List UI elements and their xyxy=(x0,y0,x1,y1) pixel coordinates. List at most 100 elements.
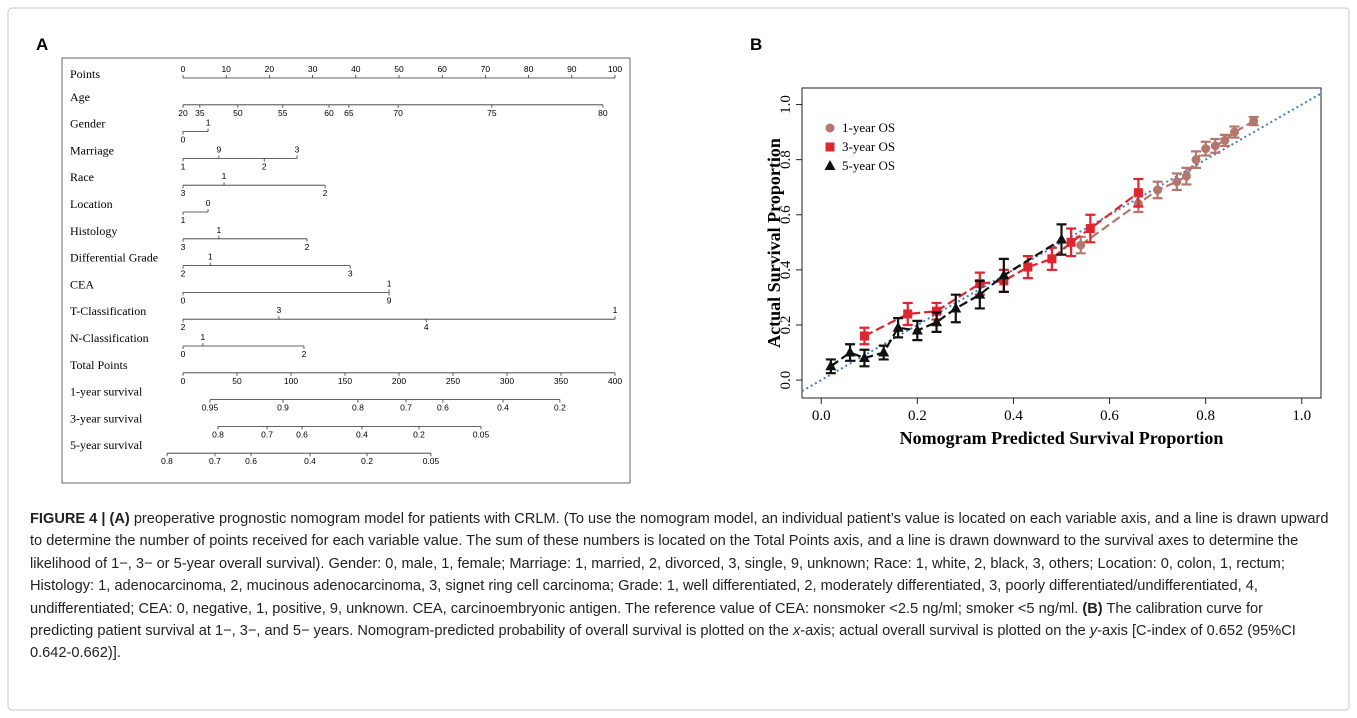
tick-label: 1 xyxy=(206,118,211,128)
tick-label: 0.8 xyxy=(212,429,224,439)
panel-label: A xyxy=(36,35,48,54)
tick-label: 90 xyxy=(567,64,577,74)
marker xyxy=(1056,233,1067,244)
tick-label: 0.05 xyxy=(423,456,440,466)
marker xyxy=(1201,144,1211,154)
marker xyxy=(858,352,870,363)
tick-label: 350 xyxy=(554,376,568,386)
legend-label: 5-year OS xyxy=(842,158,895,173)
caption-panel: (B) xyxy=(1082,600,1103,617)
y-tick-label: 1.0 xyxy=(778,95,794,114)
row-label: 5-year survival xyxy=(70,438,143,452)
tick-label: 200 xyxy=(392,376,406,386)
caption-text: -axis [C-index of 0.652 (95%CI 0.642-0.6… xyxy=(30,623,1296,662)
tick-label: 80 xyxy=(524,64,534,74)
panel-label: B xyxy=(750,35,762,54)
tick-label: 20 xyxy=(178,108,188,118)
tick-label: 0.8 xyxy=(352,403,364,413)
tick-label: 1 xyxy=(216,225,221,235)
row-label: Location xyxy=(70,197,113,211)
marker xyxy=(844,346,856,357)
tick-label: 0.2 xyxy=(554,403,566,413)
tick-label: 30 xyxy=(308,64,318,74)
caption-text: The calibration curve for predicting pat… xyxy=(30,600,1264,640)
caption-label: FIGURE 4 | xyxy=(30,511,110,527)
tick-label: 0.8 xyxy=(161,456,173,466)
tick-label: 0.4 xyxy=(356,429,368,439)
marker xyxy=(1076,240,1086,250)
legend-label: 1-year OS xyxy=(842,120,895,135)
marker xyxy=(1153,185,1163,195)
caption: FIGURE 4 | (A) preoperative prognostic n… xyxy=(30,508,1330,665)
tick-label: 100 xyxy=(284,376,298,386)
row-label: N-Classification xyxy=(70,331,149,345)
tick-label: 0.4 xyxy=(497,403,509,413)
tick-label: 9 xyxy=(387,295,392,305)
tick-label: 0.6 xyxy=(245,456,257,466)
caption-text: -axis; actual overall survival is plotte… xyxy=(800,623,1090,640)
tick-label: 100 xyxy=(608,64,622,74)
marker xyxy=(950,302,962,313)
x-tick-label: 0.8 xyxy=(1196,408,1215,424)
tick-label: 0 xyxy=(181,295,186,305)
tick-label: 0.95 xyxy=(202,403,219,413)
marker xyxy=(1085,224,1095,234)
tick-label: 0.6 xyxy=(296,429,308,439)
tick-label: 9 xyxy=(216,144,221,154)
marker xyxy=(1023,262,1033,272)
row-label: T-Classification xyxy=(70,304,146,318)
tick-label: 1 xyxy=(387,278,392,288)
tick-label: 2 xyxy=(181,322,186,332)
legend-marker xyxy=(825,123,835,133)
row-label: Total Points xyxy=(70,358,128,372)
marker xyxy=(825,360,837,371)
row-label: Age xyxy=(70,90,90,104)
tick-label: 0.9 xyxy=(277,403,289,413)
tick-label: 70 xyxy=(393,108,403,118)
marker xyxy=(974,288,986,299)
tick-label: 2 xyxy=(305,242,310,252)
tick-label: 80 xyxy=(598,108,608,118)
marker xyxy=(859,331,869,341)
tick-label: 250 xyxy=(446,376,460,386)
tick-label: 1 xyxy=(613,305,618,315)
tick-label: 3 xyxy=(348,269,353,279)
marker xyxy=(1210,141,1220,151)
tick-label: 75 xyxy=(487,108,497,118)
x-tick-label: 0.6 xyxy=(1100,408,1119,424)
legend-marker xyxy=(825,142,835,152)
tick-label: 3 xyxy=(181,188,186,198)
tick-label: 3 xyxy=(277,305,282,315)
tick-label: 0 xyxy=(181,64,186,74)
tick-label: 1 xyxy=(222,171,227,181)
tick-label: 2 xyxy=(323,188,328,198)
caption-panel: (A) xyxy=(109,511,130,527)
tick-label: 0.6 xyxy=(437,403,449,413)
tick-label: 0.2 xyxy=(413,429,425,439)
y-tick-label: 0.8 xyxy=(778,150,794,169)
tick-label: 10 xyxy=(221,64,231,74)
tick-label: 60 xyxy=(324,108,334,118)
marker xyxy=(1230,127,1239,137)
tick-label: 0.05 xyxy=(473,429,490,439)
tick-label: 0.7 xyxy=(261,429,273,439)
row-label: Histology xyxy=(70,224,117,238)
tick-label: 50 xyxy=(232,376,242,386)
marker xyxy=(1191,155,1201,165)
tick-label: 0 xyxy=(181,376,186,386)
plot-frame xyxy=(801,87,1322,399)
x-tick-label: 0.4 xyxy=(1004,408,1023,424)
marker xyxy=(1172,177,1182,187)
caption-var: y xyxy=(1089,623,1098,640)
marker xyxy=(1047,254,1057,264)
tick-label: 35 xyxy=(195,108,205,118)
tick-label: 60 xyxy=(437,64,447,74)
row-label: Marriage xyxy=(70,143,114,157)
tick-label: 300 xyxy=(500,376,514,386)
tick-label: 0 xyxy=(206,198,211,208)
marker xyxy=(931,316,943,327)
marker xyxy=(1249,116,1259,126)
marker xyxy=(998,269,1010,280)
tick-label: 1 xyxy=(181,215,186,225)
